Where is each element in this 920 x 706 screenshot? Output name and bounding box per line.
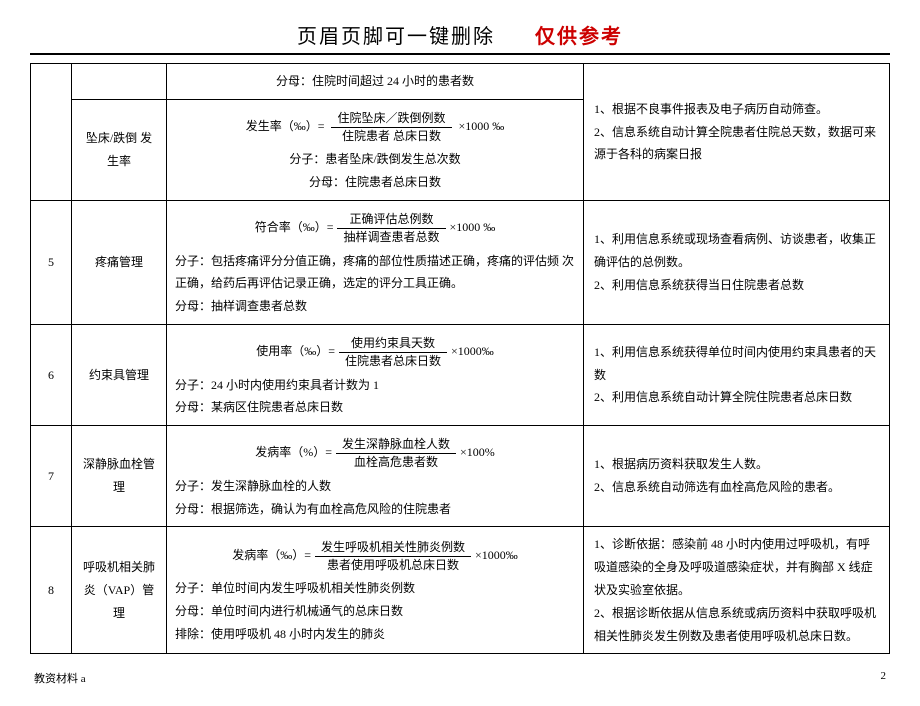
fraction: 使用约束具天数住院患者总床日数	[339, 335, 447, 370]
header-title: 页眉页脚可一键删除	[297, 20, 495, 49]
note-line: 2、根据诊断依据从信息系统或病历资料中获取呼吸机相关性肺炎发生例数及患者使用呼吸…	[594, 602, 879, 648]
fraction-numerator: 发生呼吸机相关性肺炎例数	[315, 539, 471, 557]
sub-text-block: 分子：包括疼痛评分分值正确，疼痛的部位性质描述正确，疼痛的评估频 次正确，给药后…	[175, 250, 575, 318]
notes-cell: 1、根据病历资料获取发生人数。2、信息系统自动筛选有血栓高危风险的患者。	[584, 426, 890, 527]
formula-cell: 使用率（‰）= 使用约束具天数住院患者总床日数 ×1000‰ 分子：24 小时内使用约…	[167, 324, 584, 425]
page-header: 页眉页脚可一键删除 仅供参考	[30, 20, 890, 49]
fraction: 正确评估总例数抽样调查患者总数	[337, 211, 445, 246]
formula-cell: 发病率（%）= 发生深静脉血栓人数血栓高危患者数 ×100% 分子：发生深静脉血栓的人…	[167, 426, 584, 527]
category-cell: 坠床/跌倒 发生率	[72, 99, 167, 200]
eq-label: 发生率（‰）=	[246, 119, 325, 133]
fraction-denominator: 抽样调查患者总数	[337, 229, 445, 246]
notes-cell: 1、利用信息系统获得单位时间内使用约束具患者的天数2、利用信息系统自动计算全院住…	[584, 324, 890, 425]
equation-line: 发病率（‰）= 发生呼吸机相关性肺炎例数患者使用呼吸机总床日数 ×1000‰	[175, 539, 575, 574]
fraction-denominator: 血栓高危患者数	[336, 454, 456, 471]
table-row: 分母：住院时间超过 24 小时的患者数 1、根据不良事件报表及电子病历自动筛查。…	[31, 64, 890, 100]
eq-label: 使用率（‰）=	[256, 344, 335, 358]
sub-text-block: 分子：24 小时内使用约束具者计数为 1分母：某病区住院患者总床日数	[175, 374, 575, 420]
note-line: 2、信息系统自动计算全院患者住院总天数，数据可来源于各科的病案日报	[594, 121, 879, 167]
fraction-numerator: 正确评估总例数	[337, 211, 445, 229]
sub-line: 分母：住院患者总床日数	[175, 171, 575, 194]
row-number-cell	[31, 64, 72, 201]
category-cell: 疼痛管理	[72, 200, 167, 324]
note-line: 1、诊断依据：感染前 48 小时内使用过呼吸机，有呼吸道感染的全身及呼吸道感染症…	[594, 533, 879, 601]
table-row: 5疼痛管理 符合率（‰）=正确评估总例数抽样调查患者总数 ×1000 ‰ 分子：包括疼…	[31, 200, 890, 324]
equation-line: 发生率（‰）= 住院坠床／跌倒例数 住院患者 总床日数 ×1000 ‰	[175, 110, 575, 145]
indicator-table: 分母：住院时间超过 24 小时的患者数 1、根据不良事件报表及电子病历自动筛查。…	[30, 63, 890, 654]
category-cell: 呼吸机相关肺炎（VAP）管理	[72, 527, 167, 654]
row-number-cell: 8	[31, 527, 72, 654]
sub-line: 分母：某病区住院患者总床日数	[175, 396, 575, 419]
formula-cell: 发病率（‰）= 发生呼吸机相关性肺炎例数患者使用呼吸机总床日数 ×1000‰ 分子：单…	[167, 527, 584, 654]
notes-cell: 1、根据不良事件报表及电子病历自动筛查。 2、信息系统自动计算全院患者住院总天数…	[584, 64, 890, 201]
sub-text-block: 分子：单位时间内发生呼吸机相关性肺炎例数分母：单位时间内进行机械通气的总床日数排…	[175, 577, 575, 645]
eq-label: 发病率（‰）=	[232, 548, 311, 562]
fraction-numerator: 使用约束具天数	[339, 335, 447, 353]
sub-line: 排除：使用呼吸机 48 小时内发生的肺炎	[175, 623, 575, 646]
row-number-cell: 7	[31, 426, 72, 527]
table-row: 6约束具管理 使用率（‰）= 使用约束具天数住院患者总床日数 ×1000‰ 分子：24 …	[31, 324, 890, 425]
category-cell: 约束具管理	[72, 324, 167, 425]
formula-pre-text: 分母：住院时间超过 24 小时的患者数	[175, 70, 575, 93]
formula-cell: 发生率（‰）= 住院坠床／跌倒例数 住院患者 总床日数 ×1000 ‰ 分子：患…	[167, 99, 584, 200]
sub-line: 分子：发生深静脉血栓的人数	[175, 475, 575, 498]
sub-line: 分母：单位时间内进行机械通气的总床日数	[175, 600, 575, 623]
eq-suffix: ×1000 ‰	[450, 220, 496, 234]
equation-line: 使用率（‰）= 使用约束具天数住院患者总床日数 ×1000‰	[175, 335, 575, 370]
sub-line: 分母：根据筛选，确认为有血栓高危风险的住院患者	[175, 498, 575, 521]
footer-left: 教资材料 a	[34, 670, 86, 686]
sub-line: 分子：单位时间内发生呼吸机相关性肺炎例数	[175, 577, 575, 600]
header-divider	[30, 53, 890, 55]
fraction-denominator: 住院患者 总床日数	[331, 128, 451, 145]
eq-suffix: ×1000‰	[451, 344, 494, 358]
note-line: 1、根据病历资料获取发生人数。	[594, 453, 879, 476]
eq-label: 符合率（‰）=	[255, 220, 334, 234]
category-cell: 深静脉血栓管理	[72, 426, 167, 527]
sub-line: 分母：抽样调查患者总数	[175, 295, 575, 318]
note-line: 2、利用信息系统自动计算全院住院患者总床日数	[594, 386, 879, 409]
page-footer: 教资材料 a 2	[30, 670, 890, 686]
note-line: 1、根据不良事件报表及电子病历自动筛查。	[594, 98, 879, 121]
sub-line: 分子：患者坠床/跌倒发生总次数	[175, 148, 575, 171]
row-number-cell: 6	[31, 324, 72, 425]
fraction: 发生呼吸机相关性肺炎例数患者使用呼吸机总床日数	[315, 539, 471, 574]
note-line: 2、利用信息系统获得当日住院患者总数	[594, 274, 879, 297]
sub-line: 分子：24 小时内使用约束具者计数为 1	[175, 374, 575, 397]
fraction-denominator: 患者使用呼吸机总床日数	[315, 557, 471, 574]
eq-suffix: ×1000 ‰	[459, 119, 505, 133]
eq-label: 发病率（%）=	[255, 445, 332, 459]
fraction-denominator: 住院患者总床日数	[339, 353, 447, 370]
table-row: 8呼吸机相关肺炎（VAP）管理 发病率（‰）= 发生呼吸机相关性肺炎例数患者使用呼吸…	[31, 527, 890, 654]
fraction-numerator: 发生深静脉血栓人数	[336, 436, 456, 454]
sub-text-block: 分子：发生深静脉血栓的人数分母：根据筛选，确认为有血栓高危风险的住院患者	[175, 475, 575, 521]
formula-cell: 符合率（‰）=正确评估总例数抽样调查患者总数 ×1000 ‰ 分子：包括疼痛评分分值…	[167, 200, 584, 324]
notes-cell: 1、诊断依据：感染前 48 小时内使用过呼吸机，有呼吸道感染的全身及呼吸道感染症…	[584, 527, 890, 654]
fraction-numerator: 住院坠床／跌倒例数	[331, 110, 451, 128]
note-line: 1、利用信息系统或现场查看病例、访谈患者，收集正确评估的总例数。	[594, 228, 879, 274]
sub-line: 分子：包括疼痛评分分值正确，疼痛的部位性质描述正确，疼痛的评估频 次正确，给药后…	[175, 250, 575, 296]
header-reference: 仅供参考	[535, 20, 623, 49]
note-line: 2、信息系统自动筛选有血栓高危风险的患者。	[594, 476, 879, 499]
fraction: 住院坠床／跌倒例数 住院患者 总床日数	[331, 110, 451, 145]
table-row: 7深静脉血栓管理 发病率（%）= 发生深静脉血栓人数血栓高危患者数 ×100% 分子：发…	[31, 426, 890, 527]
equation-line: 符合率（‰）=正确评估总例数抽样调查患者总数 ×1000 ‰	[175, 211, 575, 246]
eq-suffix: ×1000‰	[475, 548, 518, 562]
footer-right: 2	[881, 670, 887, 686]
row-number-cell: 5	[31, 200, 72, 324]
formula-cell: 分母：住院时间超过 24 小时的患者数	[167, 64, 584, 100]
note-line: 1、利用信息系统获得单位时间内使用约束具患者的天数	[594, 341, 879, 387]
fraction: 发生深静脉血栓人数血栓高危患者数	[336, 436, 456, 471]
category-cell-empty	[72, 64, 167, 100]
equation-line: 发病率（%）= 发生深静脉血栓人数血栓高危患者数 ×100%	[175, 436, 575, 471]
notes-cell: 1、利用信息系统或现场查看病例、访谈患者，收集正确评估的总例数。2、利用信息系统…	[584, 200, 890, 324]
eq-suffix: ×100%	[460, 445, 495, 459]
